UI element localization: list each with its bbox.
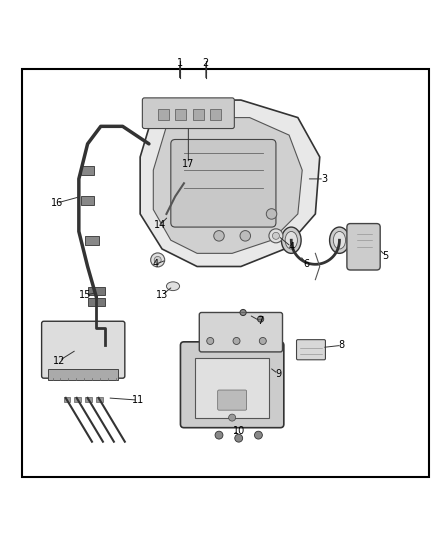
Circle shape xyxy=(272,232,279,239)
Circle shape xyxy=(240,310,246,316)
Bar xyxy=(96,397,103,402)
Circle shape xyxy=(154,256,161,263)
Bar xyxy=(195,359,269,418)
Circle shape xyxy=(259,337,266,344)
Text: 1: 1 xyxy=(177,58,183,68)
Bar xyxy=(88,298,105,306)
Text: 13: 13 xyxy=(156,290,168,300)
Ellipse shape xyxy=(329,227,350,253)
Text: 15: 15 xyxy=(79,290,92,300)
Bar xyxy=(81,197,94,205)
Text: 16: 16 xyxy=(51,198,63,208)
Bar xyxy=(81,166,94,174)
Circle shape xyxy=(207,337,214,344)
Bar xyxy=(48,369,118,381)
Text: 12: 12 xyxy=(53,356,65,366)
Ellipse shape xyxy=(281,227,301,253)
Text: 10: 10 xyxy=(233,426,245,436)
Circle shape xyxy=(235,434,243,442)
FancyBboxPatch shape xyxy=(180,342,284,427)
Bar xyxy=(210,109,221,120)
Text: 5: 5 xyxy=(382,251,389,261)
Circle shape xyxy=(258,316,264,322)
Circle shape xyxy=(240,231,251,241)
Bar xyxy=(175,109,186,120)
Bar xyxy=(88,287,105,295)
Circle shape xyxy=(266,209,277,219)
Ellipse shape xyxy=(333,231,346,249)
Circle shape xyxy=(214,231,224,241)
Circle shape xyxy=(215,431,223,439)
Circle shape xyxy=(254,431,262,439)
Polygon shape xyxy=(153,118,302,253)
Bar xyxy=(85,397,92,402)
Circle shape xyxy=(229,414,236,421)
Text: 2: 2 xyxy=(203,58,209,68)
Text: 17: 17 xyxy=(182,159,194,168)
Text: 8: 8 xyxy=(339,341,345,350)
Text: 4: 4 xyxy=(152,260,159,269)
Bar xyxy=(193,109,204,120)
Circle shape xyxy=(233,337,240,344)
Polygon shape xyxy=(140,100,320,266)
Ellipse shape xyxy=(285,231,297,249)
Circle shape xyxy=(269,229,283,243)
Bar xyxy=(64,397,70,402)
Text: 7: 7 xyxy=(258,316,264,326)
FancyBboxPatch shape xyxy=(218,390,247,410)
Ellipse shape xyxy=(166,282,180,290)
Text: 14: 14 xyxy=(154,220,166,230)
Bar xyxy=(85,236,99,245)
FancyBboxPatch shape xyxy=(297,340,325,360)
Text: 4: 4 xyxy=(288,242,294,252)
FancyBboxPatch shape xyxy=(42,321,125,378)
Text: 11: 11 xyxy=(132,395,144,405)
Bar xyxy=(158,109,169,120)
Text: 6: 6 xyxy=(304,260,310,269)
FancyBboxPatch shape xyxy=(199,312,283,352)
FancyBboxPatch shape xyxy=(142,98,234,128)
Text: 3: 3 xyxy=(321,174,327,184)
FancyBboxPatch shape xyxy=(171,140,276,227)
Bar xyxy=(74,397,81,402)
Circle shape xyxy=(151,253,165,267)
Text: 9: 9 xyxy=(275,369,281,379)
FancyBboxPatch shape xyxy=(347,223,380,270)
